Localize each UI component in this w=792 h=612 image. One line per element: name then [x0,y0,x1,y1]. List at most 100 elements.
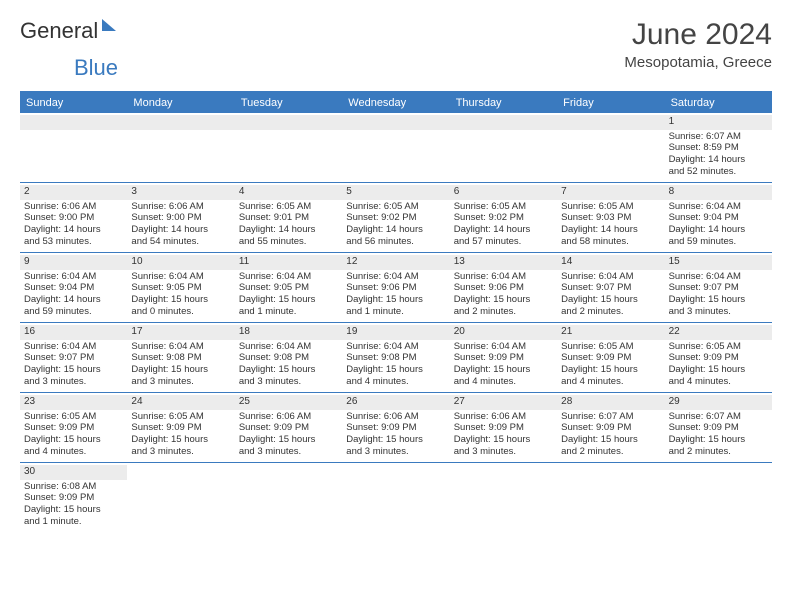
daylight2-text: and 54 minutes. [131,236,230,248]
daylight1-text: Daylight: 15 hours [239,364,338,376]
day-cell: 21Sunrise: 6:05 AMSunset: 9:09 PMDayligh… [557,323,664,392]
daylight2-text: and 55 minutes. [239,236,338,248]
daylight1-text: Daylight: 15 hours [131,434,230,446]
sunset-text: Sunset: 9:07 PM [561,282,660,294]
daylight1-text: Daylight: 15 hours [239,434,338,446]
daylight2-text: and 0 minutes. [131,306,230,318]
daylight2-text: and 1 minute. [239,306,338,318]
empty-cell [557,463,664,532]
empty-date-strip [450,115,557,130]
sunrise-text: Sunrise: 6:06 AM [454,411,553,423]
brand-logo: General [20,18,118,44]
sunset-text: Sunset: 9:05 PM [131,282,230,294]
sunset-text: Sunset: 9:05 PM [239,282,338,294]
empty-cell [665,463,772,532]
daylight2-text: and 3 minutes. [454,446,553,458]
sunrise-text: Sunrise: 6:04 AM [239,271,338,283]
daylight1-text: Daylight: 15 hours [346,364,445,376]
sunrise-text: Sunrise: 6:07 AM [561,411,660,423]
sail-icon [102,19,116,31]
daylight1-text: Daylight: 14 hours [24,224,123,236]
date-number: 8 [665,185,772,200]
date-number: 6 [450,185,557,200]
sunrise-text: Sunrise: 6:05 AM [131,411,230,423]
sunrise-text: Sunrise: 6:04 AM [669,201,768,213]
daylight1-text: Daylight: 15 hours [561,434,660,446]
empty-cell [557,113,664,182]
daylight2-text: and 3 minutes. [346,446,445,458]
empty-cell [450,463,557,532]
daylight1-text: Daylight: 14 hours [239,224,338,236]
date-number: 10 [127,255,234,270]
day-cell: 20Sunrise: 6:04 AMSunset: 9:09 PMDayligh… [450,323,557,392]
date-number: 4 [235,185,342,200]
day-cell: 18Sunrise: 6:04 AMSunset: 9:08 PMDayligh… [235,323,342,392]
daylight2-text: and 53 minutes. [24,236,123,248]
empty-cell [342,463,449,532]
sunrise-text: Sunrise: 6:05 AM [669,341,768,353]
day-cell: 3Sunrise: 6:06 AMSunset: 9:00 PMDaylight… [127,183,234,252]
dayname-monday: Monday [127,93,234,113]
sunset-text: Sunset: 9:06 PM [346,282,445,294]
sunrise-text: Sunrise: 6:04 AM [239,341,338,353]
dayname-tuesday: Tuesday [235,93,342,113]
sunrise-text: Sunrise: 6:05 AM [454,201,553,213]
daylight2-text: and 2 minutes. [669,446,768,458]
sunset-text: Sunset: 9:09 PM [454,422,553,434]
date-number: 26 [342,395,449,410]
day-cell: 14Sunrise: 6:04 AMSunset: 9:07 PMDayligh… [557,253,664,322]
day-cell: 10Sunrise: 6:04 AMSunset: 9:05 PMDayligh… [127,253,234,322]
empty-date-strip [20,115,127,130]
empty-cell [235,463,342,532]
daylight2-text: and 4 minutes. [346,376,445,388]
sunset-text: Sunset: 9:09 PM [24,492,123,504]
sunrise-text: Sunrise: 6:04 AM [131,271,230,283]
sunset-text: Sunset: 9:04 PM [24,282,123,294]
day-cell: 19Sunrise: 6:04 AMSunset: 9:08 PMDayligh… [342,323,449,392]
day-cell: 30Sunrise: 6:08 AMSunset: 9:09 PMDayligh… [20,463,127,532]
day-cell: 27Sunrise: 6:06 AMSunset: 9:09 PMDayligh… [450,393,557,462]
sunset-text: Sunset: 9:02 PM [454,212,553,224]
day-cell: 1Sunrise: 6:07 AMSunset: 8:59 PMDaylight… [665,113,772,182]
day-cell: 24Sunrise: 6:05 AMSunset: 9:09 PMDayligh… [127,393,234,462]
daylight1-text: Daylight: 15 hours [24,434,123,446]
month-title: June 2024 [624,18,772,52]
daylight2-text: and 3 minutes. [239,446,338,458]
day-cell: 23Sunrise: 6:05 AMSunset: 9:09 PMDayligh… [20,393,127,462]
date-number: 28 [557,395,664,410]
sunset-text: Sunset: 9:01 PM [239,212,338,224]
daylight2-text: and 3 minutes. [239,376,338,388]
daylight1-text: Daylight: 14 hours [131,224,230,236]
daylight1-text: Daylight: 14 hours [346,224,445,236]
daylight2-text: and 52 minutes. [669,166,768,178]
day-cell: 5Sunrise: 6:05 AMSunset: 9:02 PMDaylight… [342,183,449,252]
daylight2-text: and 3 minutes. [131,446,230,458]
day-cell: 17Sunrise: 6:04 AMSunset: 9:08 PMDayligh… [127,323,234,392]
sunset-text: Sunset: 9:09 PM [561,352,660,364]
sunrise-text: Sunrise: 6:04 AM [131,341,230,353]
daylight2-text: and 4 minutes. [24,446,123,458]
empty-cell [127,463,234,532]
empty-date-strip [557,115,664,130]
empty-date-strip [235,115,342,130]
daylight1-text: Daylight: 15 hours [669,294,768,306]
daylight1-text: Daylight: 15 hours [454,434,553,446]
sunrise-text: Sunrise: 6:06 AM [239,411,338,423]
brand-part1: General [20,18,98,44]
sunset-text: Sunset: 9:03 PM [561,212,660,224]
day-cell: 8Sunrise: 6:04 AMSunset: 9:04 PMDaylight… [665,183,772,252]
sunset-text: Sunset: 9:09 PM [669,352,768,364]
date-number: 9 [20,255,127,270]
daylight2-text: and 2 minutes. [561,306,660,318]
date-number: 19 [342,325,449,340]
sunrise-text: Sunrise: 6:05 AM [24,411,123,423]
daylight2-text: and 4 minutes. [454,376,553,388]
day-cell: 12Sunrise: 6:04 AMSunset: 9:06 PMDayligh… [342,253,449,322]
daylight2-text: and 59 minutes. [24,306,123,318]
empty-date-strip [342,115,449,130]
daylight1-text: Daylight: 15 hours [454,294,553,306]
sunrise-text: Sunrise: 6:04 AM [454,341,553,353]
daylight2-text: and 3 minutes. [24,376,123,388]
empty-cell [20,113,127,182]
sunrise-text: Sunrise: 6:06 AM [131,201,230,213]
